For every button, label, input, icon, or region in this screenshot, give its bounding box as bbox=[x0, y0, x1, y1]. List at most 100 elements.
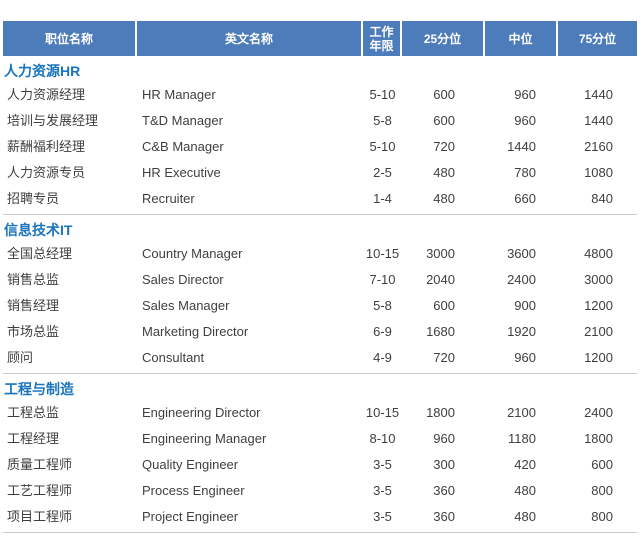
table-row: 招聘专员 Recruiter 1-4 480 660 840 bbox=[3, 186, 637, 212]
column-header-position-name: 职位名称 bbox=[3, 21, 137, 56]
cell-position-name: 工程总监 bbox=[7, 405, 60, 420]
cell-position-name: 全国总经理 bbox=[7, 246, 73, 261]
table-row: 工程经理 Engineering Manager 8-10 960 1180 1… bbox=[3, 426, 637, 452]
cell-75th-percentile: 2100 bbox=[584, 324, 613, 339]
cell-english-name: Process Engineer bbox=[142, 483, 245, 498]
cell-position-name: 工艺工程师 bbox=[7, 483, 73, 498]
cell-years-experience: 6-9 bbox=[373, 324, 392, 339]
cell-english-name: Country Manager bbox=[142, 246, 243, 261]
cell-english-name: Engineering Director bbox=[142, 405, 261, 420]
column-header-25th-percentile: 25分位 bbox=[402, 21, 485, 56]
cell-years-experience: 10-15 bbox=[365, 246, 400, 261]
section-rows: 工程总监 Engineering Director 10-15 1800 210… bbox=[3, 400, 637, 530]
table-row: 质量工程师 Quality Engineer 3-5 300 420 600 bbox=[3, 452, 637, 478]
cell-25th-percentile: 1800 bbox=[426, 405, 455, 420]
cell-75th-percentile: 800 bbox=[591, 509, 613, 524]
cell-years-experience: 5-10 bbox=[369, 139, 396, 154]
cell-english-name: HR Executive bbox=[142, 165, 221, 180]
cell-25th-percentile: 960 bbox=[433, 431, 455, 446]
cell-english-name: Sales Director bbox=[142, 272, 224, 287]
cell-english-name: Quality Engineer bbox=[142, 457, 239, 472]
column-header-english-name: 英文名称 bbox=[137, 21, 363, 56]
cell-position-name: 销售经理 bbox=[7, 298, 60, 313]
cell-median: 2100 bbox=[507, 405, 536, 420]
cell-75th-percentile: 800 bbox=[591, 483, 613, 498]
cell-25th-percentile: 600 bbox=[433, 113, 455, 128]
section-title: 工程与制造 bbox=[4, 381, 74, 397]
table-row: 销售总监 Sales Director 7-10 2040 2400 3000 bbox=[3, 267, 637, 293]
cell-english-name: Sales Manager bbox=[142, 298, 230, 313]
cell-75th-percentile: 4800 bbox=[584, 246, 613, 261]
table-header: 职位名称 英文名称 工作年限 25分位 中位 75分位 bbox=[3, 21, 637, 56]
cell-median: 2400 bbox=[507, 272, 536, 287]
cell-75th-percentile: 1800 bbox=[584, 431, 613, 446]
cell-english-name: HR Manager bbox=[142, 87, 216, 102]
cell-position-name: 市场总监 bbox=[7, 324, 60, 339]
section-divider bbox=[3, 532, 637, 533]
cell-position-name: 工程经理 bbox=[7, 431, 60, 446]
cell-median: 900 bbox=[514, 298, 536, 313]
cell-median: 960 bbox=[514, 87, 536, 102]
cell-25th-percentile: 360 bbox=[433, 509, 455, 524]
cell-75th-percentile: 2160 bbox=[584, 139, 613, 154]
cell-25th-percentile: 2040 bbox=[426, 272, 455, 287]
cell-median: 780 bbox=[514, 165, 536, 180]
cell-25th-percentile: 600 bbox=[433, 298, 455, 313]
cell-position-name: 人力资源专员 bbox=[7, 165, 86, 180]
table-row: 市场总监 Marketing Director 6-9 1680 1920 21… bbox=[3, 319, 637, 345]
table-row: 薪酬福利经理 C&B Manager 5-10 720 1440 2160 bbox=[3, 134, 637, 160]
cell-median: 960 bbox=[514, 350, 536, 365]
cell-years-experience: 2-5 bbox=[373, 165, 392, 180]
cell-years-experience: 8-10 bbox=[369, 431, 396, 446]
cell-english-name: Project Engineer bbox=[142, 509, 239, 524]
cell-median: 660 bbox=[514, 191, 536, 206]
cell-english-name: T&D Manager bbox=[142, 113, 223, 128]
cell-75th-percentile: 1200 bbox=[584, 350, 613, 365]
table-row: 销售经理 Sales Manager 5-8 600 900 1200 bbox=[3, 293, 637, 319]
table-row: 人力资源专员 HR Executive 2-5 480 780 1080 bbox=[3, 160, 637, 186]
cell-position-name: 人力资源经理 bbox=[7, 87, 86, 102]
table-row: 培训与发展经理 T&D Manager 5-8 600 960 1440 bbox=[3, 108, 637, 134]
table-section: 人力资源HR 人力资源经理 HR Manager 5-10 600 960 14… bbox=[3, 60, 637, 215]
cell-75th-percentile: 840 bbox=[591, 191, 613, 206]
cell-25th-percentile: 720 bbox=[433, 139, 455, 154]
table-section: 工程与制造 工程总监 Engineering Director 10-15 18… bbox=[3, 378, 637, 533]
cell-25th-percentile: 480 bbox=[433, 191, 455, 206]
cell-median: 480 bbox=[514, 483, 536, 498]
cell-position-name: 顾问 bbox=[7, 350, 34, 365]
cell-years-experience: 4-9 bbox=[373, 350, 392, 365]
table-row: 顾问 Consultant 4-9 720 960 1200 bbox=[3, 345, 637, 371]
cell-25th-percentile: 360 bbox=[433, 483, 455, 498]
table-row: 工艺工程师 Process Engineer 3-5 360 480 800 bbox=[3, 478, 637, 504]
section-rows: 全国总经理 Country Manager 10-15 3000 3600 48… bbox=[3, 241, 637, 371]
column-header-years-experience: 工作年限 bbox=[363, 21, 402, 56]
cell-median: 1440 bbox=[507, 139, 536, 154]
cell-position-name: 招聘专员 bbox=[7, 191, 60, 206]
table-row: 全国总经理 Country Manager 10-15 3000 3600 48… bbox=[3, 241, 637, 267]
cell-english-name: Engineering Manager bbox=[142, 431, 267, 446]
cell-years-experience: 3-5 bbox=[373, 509, 392, 524]
cell-years-experience: 5-10 bbox=[369, 87, 396, 102]
cell-75th-percentile: 1080 bbox=[584, 165, 613, 180]
cell-25th-percentile: 3000 bbox=[426, 246, 455, 261]
section-title: 人力资源HR bbox=[4, 63, 81, 79]
cell-years-experience: 10-15 bbox=[365, 405, 400, 420]
cell-english-name: C&B Manager bbox=[142, 139, 224, 154]
cell-75th-percentile: 2400 bbox=[584, 405, 613, 420]
cell-position-name: 销售总监 bbox=[7, 272, 60, 287]
cell-english-name: Recruiter bbox=[142, 191, 195, 206]
cell-median: 420 bbox=[514, 457, 536, 472]
table-row: 人力资源经理 HR Manager 5-10 600 960 1440 bbox=[3, 82, 637, 108]
column-header-75th-percentile: 75分位 bbox=[558, 21, 637, 56]
cell-position-name: 质量工程师 bbox=[7, 457, 73, 472]
table-row: 工程总监 Engineering Director 10-15 1800 210… bbox=[3, 400, 637, 426]
cell-median: 1180 bbox=[508, 431, 536, 446]
cell-english-name: Consultant bbox=[142, 350, 205, 365]
table-section: 信息技术IT 全国总经理 Country Manager 10-15 3000 … bbox=[3, 219, 637, 374]
cell-75th-percentile: 600 bbox=[591, 457, 613, 472]
column-header-median: 中位 bbox=[485, 21, 558, 56]
section-rows: 人力资源经理 HR Manager 5-10 600 960 1440 培训与发… bbox=[3, 82, 637, 212]
section-title: 信息技术IT bbox=[4, 222, 73, 238]
cell-75th-percentile: 1200 bbox=[584, 298, 613, 313]
